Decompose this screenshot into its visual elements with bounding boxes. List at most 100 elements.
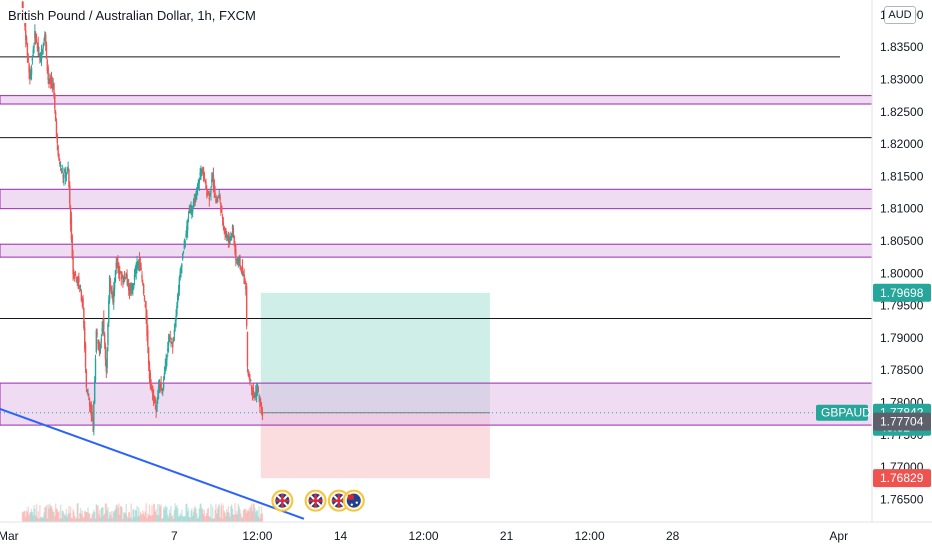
volume-bar: [232, 514, 235, 522]
candle-body: [216, 200, 218, 202]
candle-body: [261, 412, 264, 416]
candle-body: [63, 174, 65, 179]
candle-body: [130, 289, 132, 292]
candle-body: [218, 194, 220, 196]
price-tick-label: 1.81500: [880, 169, 924, 183]
candle-body: [215, 198, 217, 203]
candle-body: [250, 385, 253, 390]
candle-body: [70, 218, 73, 240]
currency-badge[interactable]: AUD: [884, 6, 916, 24]
candle-body: [127, 279, 129, 281]
volume-bar: [44, 506, 46, 522]
volume-bar: [203, 509, 205, 522]
uk-flag-icon: [271, 489, 294, 512]
candle-body: [191, 208, 194, 213]
candle-body: [201, 169, 204, 173]
candle-body: [78, 277, 80, 283]
volume-bar: [259, 518, 261, 522]
volume-bar: [197, 517, 200, 522]
volume-bar: [249, 506, 251, 522]
candle-body: [246, 331, 249, 367]
volume-bar: [198, 508, 201, 522]
candle-body: [105, 361, 108, 372]
candle-body: [109, 280, 112, 288]
volume-bar: [106, 510, 108, 522]
candle-body: [112, 296, 114, 303]
volume-bar: [206, 508, 209, 522]
candle-body: [64, 171, 66, 173]
candle-body: [35, 33, 37, 43]
candle-body: [214, 192, 216, 198]
candle-body: [92, 422, 94, 426]
candle-body: [150, 384, 152, 387]
volume-bar: [53, 511, 55, 522]
volume-bar: [214, 509, 216, 522]
time-tick-label: 12:00: [242, 529, 272, 543]
candle-body: [31, 58, 34, 61]
candle-body: [87, 393, 89, 395]
volume-bar: [41, 517, 44, 522]
candle-body: [46, 60, 49, 72]
volume-bar: [93, 511, 96, 522]
volume-bar: [228, 512, 230, 522]
volume-bar: [175, 506, 177, 522]
candle-body: [189, 211, 191, 213]
volume-bar: [141, 514, 143, 522]
candle-body: [194, 199, 196, 203]
volume-bar: [50, 505, 53, 522]
price-axis: [872, 0, 932, 550]
volume-bar: [96, 505, 98, 522]
candle-body: [140, 268, 142, 270]
candle-body: [81, 300, 83, 304]
candle-body: [252, 387, 254, 394]
candle-body: [44, 34, 46, 42]
volume-bar: [84, 511, 87, 522]
candle-body: [248, 375, 250, 378]
candle-body: [198, 179, 201, 184]
time-axis: [0, 522, 932, 550]
volume-bar: [30, 511, 32, 522]
candle-body: [73, 272, 75, 278]
price-tick-label: 1.82000: [880, 137, 924, 151]
candle-body: [159, 381, 161, 389]
volume-bar: [79, 513, 81, 522]
candle-body: [227, 238, 230, 241]
candle-body: [126, 274, 128, 279]
volume-bar: [31, 511, 34, 522]
volume-bar: [115, 505, 117, 522]
volume-bar: [70, 517, 73, 522]
candle-body: [118, 266, 121, 276]
volume-bar: [221, 503, 223, 522]
candle-body: [98, 342, 101, 355]
candle-body: [160, 383, 162, 389]
candle-body: [153, 396, 156, 404]
volume-bar: [255, 512, 257, 522]
time-tick-label: 7: [171, 529, 178, 543]
time-tick-label: 28: [666, 529, 680, 543]
time-tick-label: 12:00: [409, 529, 439, 543]
volume-bar: [59, 504, 62, 522]
flag-star: [350, 503, 353, 506]
volume-bar: [127, 517, 129, 522]
candle-body: [179, 271, 181, 277]
candle-body: [221, 216, 224, 219]
candle-body: [259, 397, 261, 407]
volume-bar: [129, 517, 132, 522]
volume-bar: [231, 504, 233, 522]
candle-body: [172, 338, 175, 341]
volume-bar: [67, 513, 69, 522]
candle-body: [149, 373, 152, 386]
price-tick-label: 1.79000: [880, 331, 924, 345]
candle-body: [56, 135, 59, 144]
price-tick-label: 1.83500: [880, 40, 924, 54]
candle-body: [205, 181, 207, 190]
candle-body: [222, 222, 225, 227]
volume-bar: [112, 510, 114, 522]
volume-bar: [182, 516, 184, 522]
support-resistance-zone: [0, 95, 873, 105]
volume-bar: [245, 512, 248, 522]
volume-bar: [145, 503, 147, 522]
candle-body: [243, 274, 245, 284]
